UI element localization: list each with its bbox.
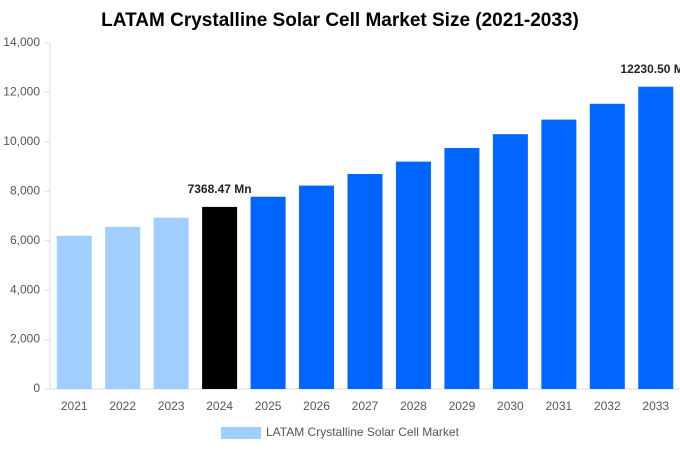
bar [250, 196, 286, 389]
x-tick-label: 2028 [400, 399, 427, 413]
bar [541, 119, 577, 389]
bar [638, 86, 674, 389]
bar [444, 148, 480, 389]
bar [589, 103, 625, 389]
x-tick-label: 2030 [497, 399, 524, 413]
bar [347, 173, 383, 389]
chart-title: LATAM Crystalline Solar Cell Market Size… [101, 10, 579, 31]
x-tick-label: 2031 [545, 399, 572, 413]
y-tick-label: 14,000 [3, 35, 40, 49]
bar [153, 217, 189, 389]
x-tick-label: 2027 [352, 399, 379, 413]
y-tick-label: 8,000 [10, 183, 40, 197]
x-tick-label: 2022 [109, 399, 136, 413]
y-tick-label: 4,000 [10, 282, 40, 296]
bar [105, 226, 141, 389]
bar [395, 161, 431, 389]
y-tick-label: 6,000 [10, 233, 40, 247]
x-tick-label: 2033 [642, 399, 669, 413]
legend-swatch [221, 427, 261, 439]
y-tick-label: 0 [33, 381, 40, 395]
bar [56, 235, 92, 389]
x-tick-label: 2025 [255, 399, 282, 413]
value-label: 7368.47 Mn [188, 182, 252, 196]
bar [492, 134, 528, 389]
bar [202, 206, 238, 389]
x-tick-label: 2021 [61, 399, 88, 413]
bar [299, 185, 335, 389]
value-label: 12230.50 Mn [620, 62, 680, 76]
x-tick-label: 2032 [594, 399, 621, 413]
x-tick-label: 2029 [449, 399, 476, 413]
y-tick-label: 10,000 [3, 134, 40, 148]
x-tick-label: 2023 [158, 399, 185, 413]
x-tick-label: 2026 [303, 399, 330, 413]
y-tick-label: 12,000 [3, 85, 40, 99]
legend-label: LATAM Crystalline Solar Cell Market [266, 425, 460, 439]
y-tick-label: 2,000 [10, 332, 40, 346]
x-tick-label: 2024 [206, 399, 233, 413]
